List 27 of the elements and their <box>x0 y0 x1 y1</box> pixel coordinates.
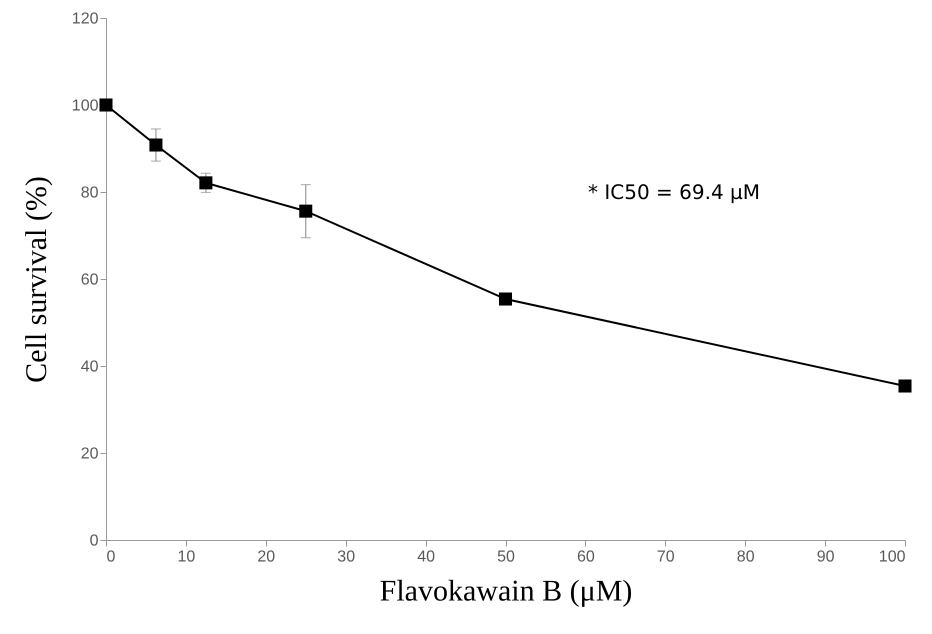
y-axis-title: Cell survival (%) <box>20 176 53 383</box>
y-tick-label: 60 <box>80 272 99 288</box>
point <box>99 98 113 112</box>
x-tick-label: 80 <box>736 548 755 566</box>
y-tick-label: 80 <box>80 184 99 202</box>
y-tick-label: 0 <box>90 532 99 550</box>
x-tick-label: 70 <box>656 548 675 566</box>
x-tick-label: 100 <box>878 548 906 566</box>
x-tick-label: 0 <box>106 548 116 566</box>
y-tick-label: 100 <box>72 98 99 114</box>
point <box>199 176 212 190</box>
x-tick-label: 20 <box>257 548 276 566</box>
x-tick-label: 60 <box>577 548 595 566</box>
x-tick-label: 40 <box>417 548 436 566</box>
x-tick-label: 30 <box>337 548 356 566</box>
annotation: * IC50 = 69.4 μM <box>588 180 760 204</box>
point <box>299 204 312 218</box>
y-tick-label: 120 <box>72 10 99 28</box>
point <box>898 379 912 393</box>
x-tick-label: 90 <box>816 548 835 566</box>
x-tick-label: 50 <box>497 548 515 566</box>
y-tick-label: 20 <box>80 446 99 462</box>
x-tick-label: 10 <box>178 548 196 566</box>
y-tick-label: 40 <box>80 358 99 376</box>
x-axis-title: Flavokawain B (μM) <box>380 574 632 608</box>
point <box>498 292 512 306</box>
point <box>149 138 162 152</box>
